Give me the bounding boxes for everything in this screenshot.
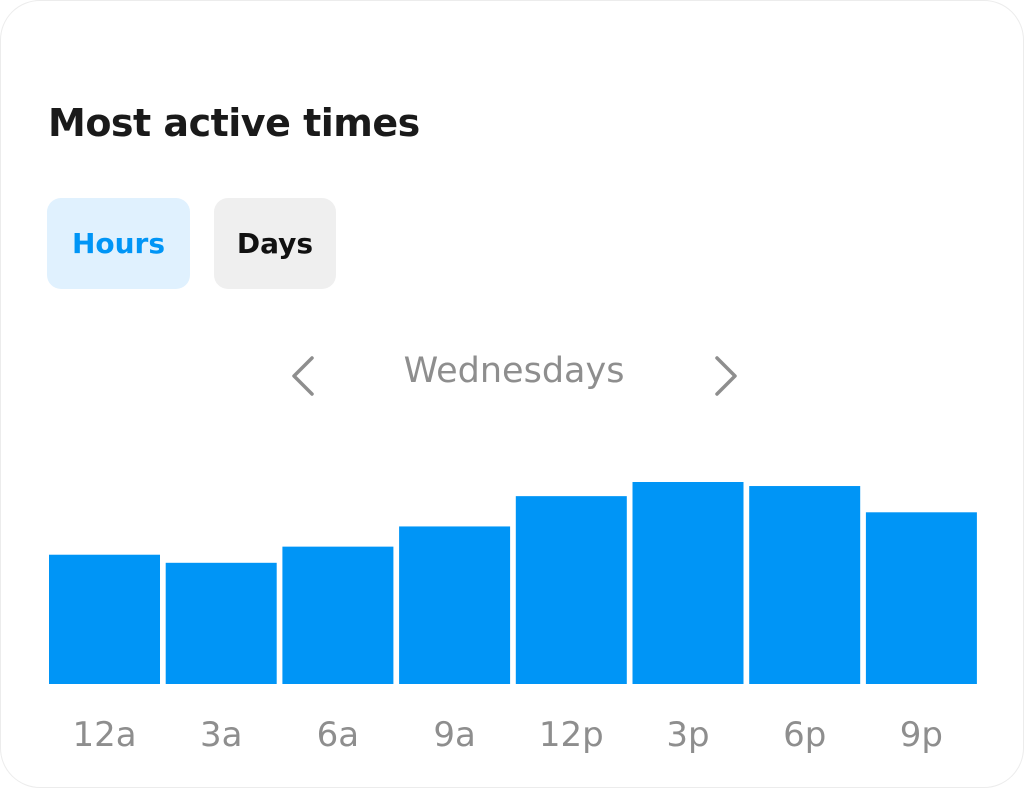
- x-tick-label: 9a: [433, 715, 475, 755]
- bar-12p: [515, 496, 627, 684]
- x-tick-label: 3a: [200, 715, 242, 755]
- bar-9a: [399, 526, 511, 684]
- bar-3a: [165, 562, 277, 684]
- tab-days[interactable]: Days: [214, 198, 336, 289]
- page-title: Most active times: [48, 101, 420, 145]
- chevron-left-icon: [292, 356, 314, 396]
- x-tick-label: 12a: [72, 715, 136, 755]
- bar-3p: [632, 482, 744, 684]
- previous-day-button[interactable]: [286, 346, 326, 406]
- bar-9p: [865, 512, 977, 684]
- tab-hours[interactable]: Hours: [47, 198, 190, 289]
- x-tick-label: 3p: [666, 715, 709, 755]
- bar-6p: [749, 486, 861, 684]
- period-label: Wednesdays: [403, 351, 625, 391]
- chevron-right-icon: [715, 356, 737, 396]
- x-tick-label: 12p: [539, 715, 604, 755]
- x-tick-label: 9p: [900, 715, 943, 755]
- x-tick-label: 6p: [783, 715, 826, 755]
- bar-6a: [282, 546, 394, 684]
- next-day-button[interactable]: [707, 346, 747, 406]
- bar-12a: [49, 554, 160, 684]
- x-tick-label: 6a: [317, 715, 359, 755]
